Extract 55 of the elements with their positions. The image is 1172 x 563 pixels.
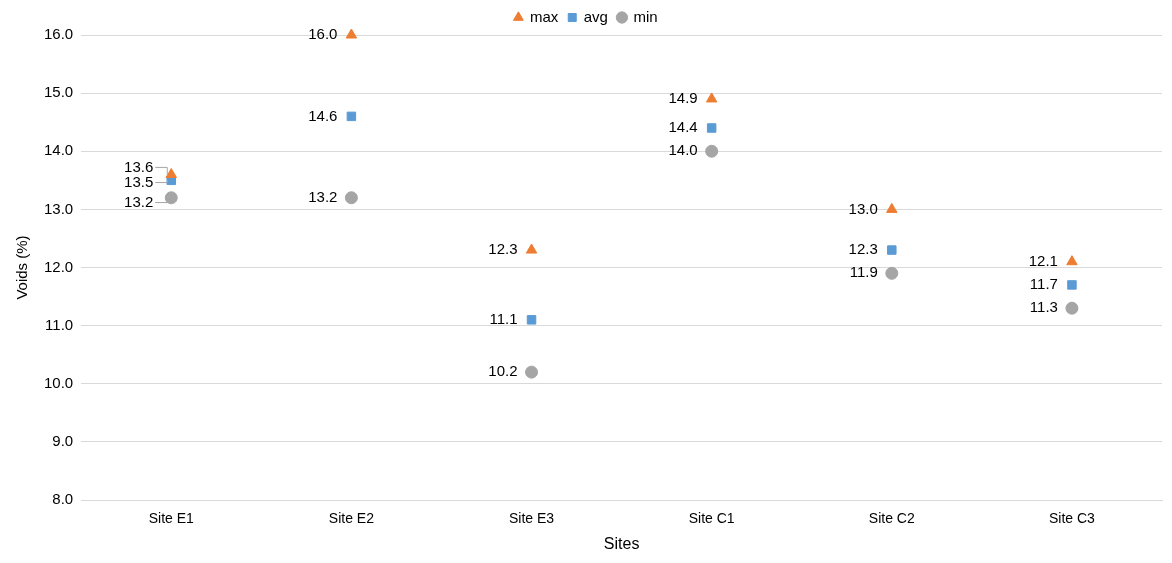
y-tick-label: 14.0 (43, 141, 74, 159)
data-label: 11.1 (489, 309, 518, 327)
x-tick-label: Site C3 (1048, 510, 1096, 527)
point (1065, 301, 1079, 315)
point (525, 243, 538, 254)
x-tick-label: Site E3 (508, 510, 555, 527)
legend-label: max (529, 7, 559, 25)
legend-label: avg (583, 7, 608, 25)
y-tick-label: 11.0 (45, 315, 74, 333)
point (706, 123, 717, 133)
data-label: 12.1 (1028, 251, 1058, 269)
data-label: 12.3 (488, 240, 518, 258)
point (526, 315, 537, 325)
data-label: 13.5 (124, 172, 154, 190)
point (705, 92, 718, 103)
data-label: 11.9 (849, 263, 878, 281)
data-label: 14.6 (308, 106, 338, 124)
legend-label: min (633, 7, 658, 25)
data-label: 13.2 (308, 187, 338, 205)
data-label: 12.3 (848, 240, 878, 258)
point (705, 144, 719, 158)
point (887, 245, 897, 255)
point (345, 28, 358, 39)
y-tick-label: 10.0 (43, 373, 74, 391)
y-tick-label: 13.0 (43, 199, 74, 217)
point (525, 365, 539, 379)
point (346, 111, 357, 122)
point (886, 202, 898, 213)
data-label: 14.4 (668, 118, 698, 136)
data-label: 13.0 (848, 199, 878, 217)
data-label: 11.7 (1029, 275, 1058, 293)
x-axis-title: Sites (603, 534, 640, 552)
y-tick-label: 15.0 (43, 83, 74, 101)
point (344, 191, 358, 205)
point (165, 168, 177, 178)
data-label: 13.6 (124, 157, 154, 175)
data-label: 14.0 (668, 141, 698, 159)
x-tick-label: Site C1 (688, 510, 735, 527)
data-label: 11.3 (1029, 298, 1058, 316)
data-label: 13.2 (124, 192, 154, 210)
point (164, 191, 178, 205)
y-tick-label: 16.0 (43, 25, 74, 43)
y-tick-label: 8.0 (52, 490, 74, 508)
y-tick-label: 9.0 (52, 432, 74, 450)
data-label: 16.0 (308, 25, 338, 43)
x-tick-label: Site C2 (868, 510, 915, 527)
data-label: 14.9 (668, 89, 698, 107)
point (885, 266, 899, 280)
point (1067, 280, 1077, 290)
x-tick-label: Site E2 (328, 510, 375, 527)
point (1066, 255, 1078, 266)
data-label: 10.2 (488, 362, 518, 380)
y-axis-title: Voids (%) (13, 235, 31, 300)
y-tick-label: 12.0 (43, 257, 74, 275)
x-tick-label: Site E1 (148, 510, 195, 527)
